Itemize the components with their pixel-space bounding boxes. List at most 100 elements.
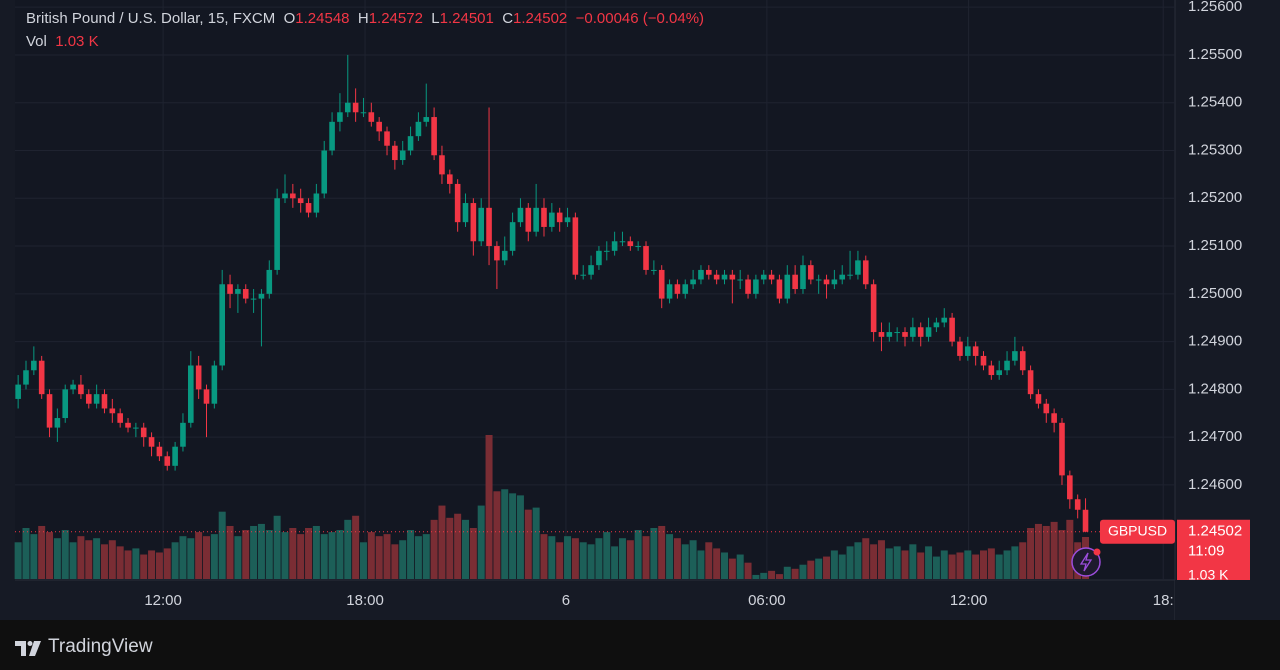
y-tick-label: 1.24700 (1188, 428, 1242, 445)
volume-bar (1066, 519, 1074, 579)
candle-body (855, 260, 861, 275)
price-badge (1177, 519, 1250, 580)
volume-bar (689, 540, 697, 579)
volume-bar (210, 534, 218, 579)
volume-bar (909, 544, 917, 579)
logo-shape (29, 641, 41, 656)
volume-bar (956, 552, 964, 579)
tradingview-logo (15, 641, 41, 656)
candle-body (894, 332, 900, 334)
candle-body (384, 131, 390, 146)
candle-body (156, 446, 163, 457)
volume-bar (603, 532, 611, 579)
volume-bar (932, 556, 940, 579)
volume-bar (297, 534, 305, 579)
volume-bar (979, 550, 987, 579)
candle-body (533, 207, 539, 232)
candle-body (203, 389, 210, 404)
y-tick-label: 1.25000 (1188, 285, 1242, 302)
candle-body (996, 370, 1002, 376)
volume-bar (768, 570, 776, 579)
volume-bar (870, 544, 878, 579)
candle-body (133, 427, 139, 429)
candle-body (180, 422, 186, 447)
candle-body (910, 327, 916, 337)
candle-body (494, 246, 500, 261)
candle-body (525, 207, 532, 232)
ohlc-value: 1.24572 (368, 10, 423, 27)
volume-row: Vol 1.03 K (26, 33, 704, 50)
alert-button[interactable] (1071, 547, 1101, 577)
candle-body (1004, 360, 1010, 371)
candle-body (690, 279, 696, 285)
volume-bar (799, 564, 807, 579)
volume-bar (328, 532, 336, 579)
volume-bar (744, 562, 752, 579)
candle-body (258, 293, 265, 299)
candle-body (627, 241, 634, 247)
candle-body (431, 117, 437, 156)
candle-body (957, 341, 963, 356)
candle-body (784, 274, 791, 299)
volume-value: 1.03 K (55, 33, 99, 50)
candle-body (235, 289, 241, 294)
volume-bar (242, 530, 250, 579)
candle-body (902, 332, 908, 337)
volume-bar (469, 528, 477, 579)
candle-body (140, 427, 147, 438)
volume-bar (1027, 528, 1035, 579)
candle-body (439, 155, 445, 175)
lightning-icon (1079, 552, 1093, 572)
legend: British Pound / U.S. Dollar, 15, FXCM O1… (26, 10, 704, 56)
volume-bar (312, 525, 320, 579)
candle-body (117, 413, 123, 423)
volume-bar (179, 536, 187, 579)
volume-bar (666, 534, 674, 579)
candle-body (713, 274, 720, 280)
notification-dot (1093, 548, 1101, 556)
candle-body (462, 203, 469, 223)
candle-body (1051, 413, 1057, 423)
volume-bar (383, 534, 391, 579)
candle-body (541, 207, 547, 227)
volume-bar (14, 542, 22, 579)
volume-bar (705, 542, 713, 579)
volume-bar (571, 538, 579, 579)
y-tick-label: 1.25600 (1188, 0, 1242, 15)
candle-body (753, 279, 759, 294)
volume-bar (846, 546, 854, 579)
volume-bar (893, 546, 901, 579)
candle-body (808, 265, 814, 280)
volume-bar (532, 507, 540, 579)
volume-bar (477, 505, 485, 579)
volume-bar (917, 552, 925, 579)
volume-bar (611, 546, 619, 579)
candle-body (93, 394, 100, 404)
volume-badge-label: 1.03 K (1188, 566, 1229, 582)
volume-bar (124, 550, 132, 579)
candle-body (329, 121, 335, 151)
candle-body (38, 360, 45, 395)
candle-body (407, 136, 414, 151)
candle-body (831, 279, 838, 285)
candle-body (721, 274, 728, 280)
volume-bar (579, 542, 587, 579)
candle-body (509, 222, 516, 251)
candle-body (611, 241, 618, 251)
volume-bar (462, 519, 470, 579)
candle-body (737, 279, 743, 281)
candle-body (925, 327, 932, 337)
candle-body (549, 212, 555, 227)
candle-body (792, 274, 798, 290)
volume-bar (46, 532, 54, 579)
brand-name[interactable]: TradingView (48, 636, 153, 657)
volume-bar (407, 530, 415, 579)
volume-bar (501, 489, 509, 579)
candle-body (70, 384, 76, 390)
time-scale-cover (1175, 580, 1280, 620)
volume-bar (438, 505, 446, 579)
candle-body (1043, 403, 1050, 414)
x-tick-label: 06:00 (748, 592, 786, 609)
candle-body (290, 193, 296, 199)
logo-shape (15, 641, 26, 656)
